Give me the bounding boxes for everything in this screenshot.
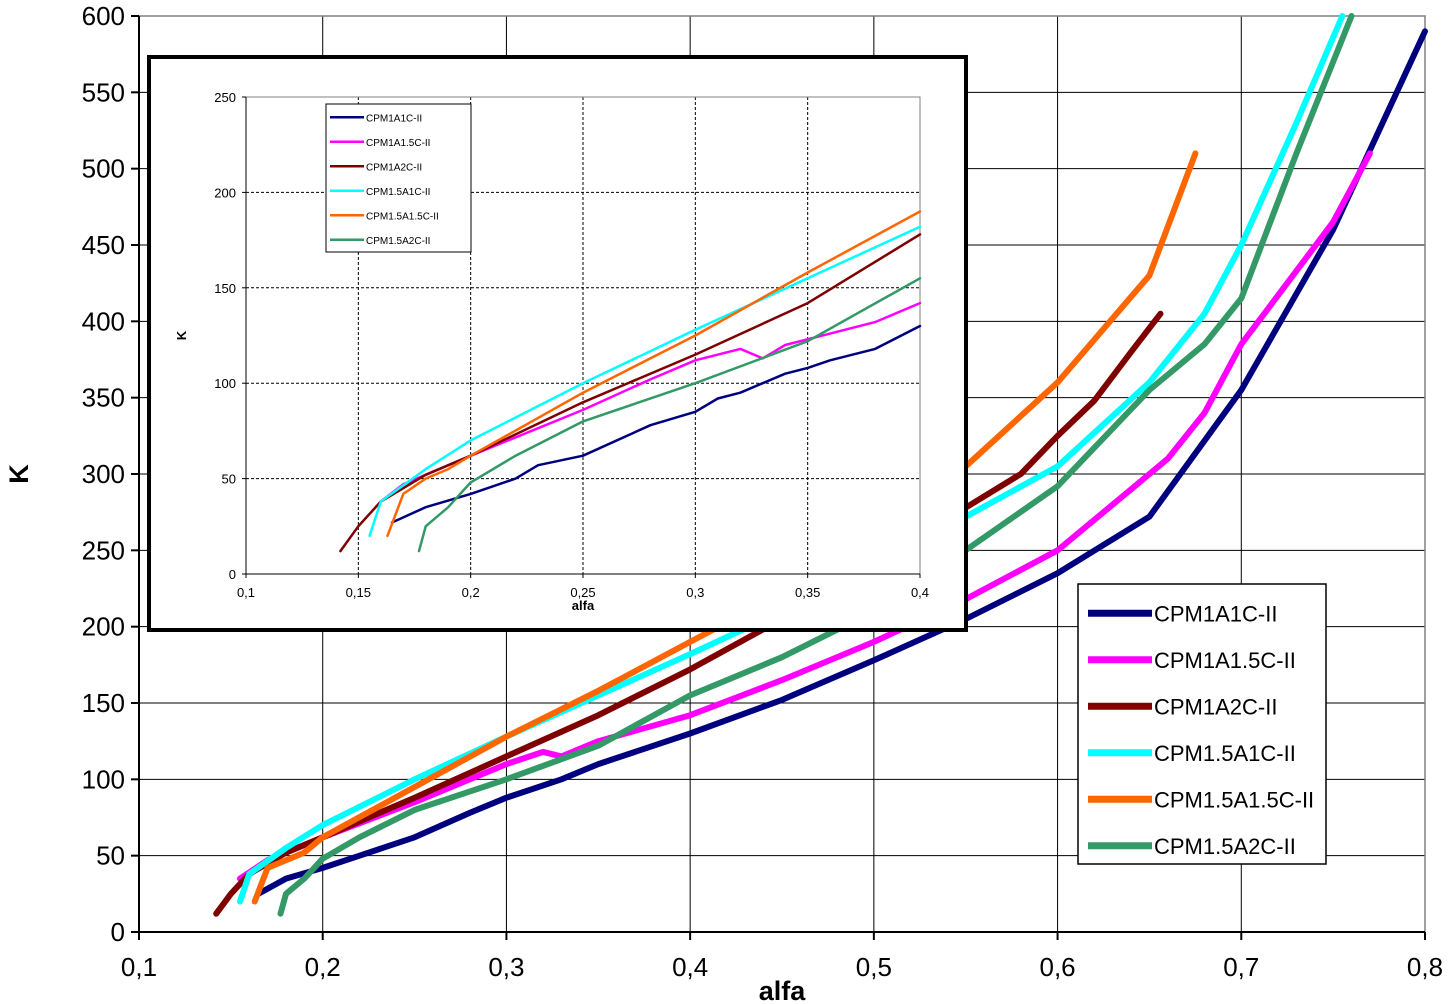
- main-y-tick-label: 0: [111, 917, 125, 947]
- inset-x-tick-label: 0,35: [795, 585, 820, 600]
- main-legend-label: CPM1.5A1.5C-II: [1154, 787, 1314, 812]
- main-y-tick-label: 150: [82, 688, 125, 718]
- main-y-tick-label: 300: [82, 459, 125, 489]
- main-legend-label: CPM1A1.5C-II: [1154, 648, 1296, 673]
- inset-y-axis-title: K: [174, 330, 189, 340]
- main-x-tick-label: 0,4: [672, 952, 708, 982]
- main-legend-label: CPM1A2C-II: [1154, 694, 1277, 719]
- inset-series-line: [386, 210, 922, 538]
- inset-y-tick-label: 200: [214, 185, 236, 200]
- inset-y-tick-label: 50: [222, 472, 236, 487]
- inset-x-tick-label: 0,2: [462, 585, 480, 600]
- main-legend-label: CPM1A1C-II: [1154, 601, 1277, 626]
- main-x-tick-label: 0,2: [305, 952, 341, 982]
- inset-x-axis-title: alfa: [572, 598, 595, 613]
- main-y-tick-label: 400: [82, 306, 125, 336]
- inset-y-tick-label: 100: [214, 376, 236, 391]
- main-x-tick-label: 0,1: [121, 952, 157, 982]
- inset-legend: [325, 103, 472, 253]
- main-x-tick-label: 0,3: [488, 952, 524, 982]
- inset-y-tick-label: 150: [214, 281, 236, 296]
- inset-legend-label: CPM1.5A1.5C-II: [366, 211, 439, 222]
- main-series-line: [251, 150, 1199, 905]
- inset-series-line: [417, 277, 922, 553]
- main-y-tick-label: 50: [96, 841, 125, 871]
- inset-legend-label: CPM1A1C-II: [366, 113, 422, 124]
- main-y-tick-label: 600: [82, 1, 125, 31]
- main-y-tick-label: 450: [82, 230, 125, 260]
- inset-x-tick-label: 0,15: [346, 585, 371, 600]
- main-y-tick-label: 200: [82, 612, 125, 642]
- main-x-tick-label: 0,5: [856, 952, 892, 982]
- main-y-axis-title: K: [4, 464, 34, 484]
- inset-x-tick-label: 0,25: [570, 585, 595, 600]
- main-x-tick-label: 0,8: [1407, 952, 1443, 982]
- main-y-tick-label: 250: [82, 535, 125, 565]
- main-legend-label: CPM1.5A1C-II: [1154, 741, 1296, 766]
- inset-x-tick-label: 0,3: [686, 585, 704, 600]
- main-y-tick-label: 350: [82, 383, 125, 413]
- main-series-line: [255, 28, 1428, 897]
- main-x-tick-label: 0,7: [1223, 952, 1259, 982]
- main-y-tick-label: 100: [82, 764, 125, 794]
- inset-series-line: [368, 225, 922, 538]
- inset-legend-label: CPM1A1.5C-II: [366, 138, 430, 149]
- main-y-tick-label: 500: [82, 154, 125, 184]
- inset-chart: 0,1 0,15 0,2 0,25 0,3 0,35 0,4 0 50 100 150 200 250 a…: [147, 55, 968, 632]
- inset-x-tick-label: 0,4: [911, 585, 929, 600]
- main-legend: [1077, 583, 1327, 865]
- main-x-tick-label: 0,6: [1039, 952, 1075, 982]
- inset-frame: [147, 55, 968, 632]
- inset-legend-label: CPM1A2C-II: [366, 162, 422, 173]
- inset-series-line: [390, 324, 922, 524]
- main-legend-label: CPM1.5A2C-II: [1154, 834, 1296, 859]
- main-y-tick-label: 550: [82, 77, 125, 107]
- inset-legend-label: CPM1.5A2C-II: [366, 236, 430, 247]
- inset-legend-label: CPM1.5A1C-II: [366, 187, 430, 198]
- main-x-axis-title: alfa: [759, 976, 807, 1004]
- main-series-line: [237, 150, 1373, 882]
- inset-x-tick-label: 0,1: [237, 585, 255, 600]
- main-series-line: [277, 13, 1355, 917]
- inset-y-tick-label: 250: [214, 90, 236, 105]
- inset-y-tick-label: 0: [229, 567, 236, 582]
